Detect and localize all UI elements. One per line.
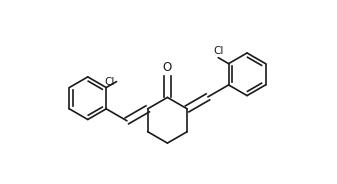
Text: Cl: Cl (104, 77, 114, 86)
Text: Cl: Cl (213, 46, 223, 56)
Text: O: O (163, 61, 172, 74)
